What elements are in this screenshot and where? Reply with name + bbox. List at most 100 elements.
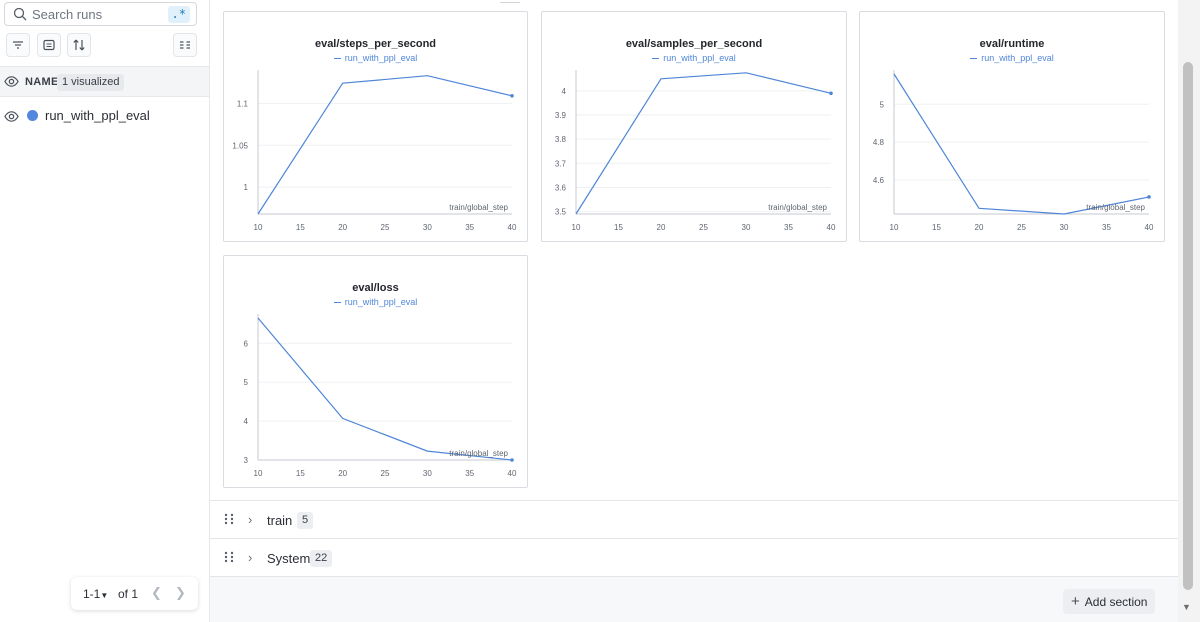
panel-legend: run_with_ppl_eval	[224, 297, 527, 307]
legend-swatch	[333, 57, 341, 60]
panel-title: eval/runtime	[979, 38, 1045, 50]
legend-swatch	[652, 57, 660, 60]
y-tick-label: 4.8	[873, 138, 885, 147]
x-tick-label: 35	[465, 223, 474, 232]
scrollbar[interactable]: ▼	[1178, 0, 1200, 622]
y-tick-label: 1.1	[237, 99, 249, 108]
name-column-label: NAME	[25, 76, 59, 88]
series-endpoint	[829, 91, 833, 96]
page-range-select[interactable]: 1-1▼	[83, 587, 108, 601]
run-color-dot[interactable]	[27, 110, 38, 121]
y-tick-label: 3.6	[555, 183, 567, 192]
panel-title: eval/loss	[352, 282, 399, 294]
filter-button[interactable]	[6, 33, 30, 57]
group-button[interactable]	[37, 33, 61, 57]
x-tick-label: 15	[296, 469, 305, 478]
drag-handle-icon[interactable]	[224, 551, 234, 563]
eye-icon[interactable]	[4, 74, 19, 89]
group-icon	[43, 39, 55, 51]
y-tick-label: 3.9	[555, 111, 567, 120]
section-name: train	[267, 513, 293, 528]
x-tick-label: 30	[742, 223, 751, 232]
y-tick-label: 5	[880, 100, 885, 109]
chevron-right-icon[interactable]: ›	[248, 512, 253, 527]
runs-sidebar: Search runs .* NAME 1 visualized run_wit…	[0, 0, 210, 622]
series-endpoint	[510, 93, 514, 98]
x-tick-label: 20	[657, 223, 666, 232]
section-header-edge	[500, 0, 520, 3]
x-tick-label: 25	[381, 223, 390, 232]
x-tick-label: 30	[423, 223, 432, 232]
y-tick-label: 4	[562, 87, 567, 96]
x-tick-label: 20	[338, 469, 347, 478]
x-tick-label: 25	[381, 469, 390, 478]
series-line	[257, 75, 513, 215]
columns-button[interactable]	[173, 33, 197, 57]
x-tick-label: 35	[465, 469, 474, 478]
chevron-right-icon[interactable]: ›	[248, 550, 253, 565]
y-tick-label: 6	[244, 339, 249, 348]
run-row[interactable]: run_with_ppl_eval	[0, 104, 209, 128]
add-section-label: Add section	[1084, 594, 1148, 609]
chart-panel-steps-per-second[interactable]: eval/steps_per_second run_with_ppl_eval …	[223, 11, 528, 242]
x-tick-label: 40	[827, 223, 836, 232]
y-tick-label: 3.7	[555, 159, 567, 168]
scroll-down-icon[interactable]: ▼	[1182, 602, 1191, 612]
x-tick-label: 35	[784, 223, 793, 232]
sort-button[interactable]	[67, 33, 91, 57]
prev-page-icon[interactable]: ❮	[151, 585, 162, 600]
visualized-badge: 1 visualized	[57, 74, 125, 91]
y-tick-label: 3.8	[555, 135, 567, 144]
y-tick-label: 3.5	[555, 208, 567, 217]
x-tick-label: 20	[975, 223, 984, 232]
legend-label: run_with_ppl_eval	[344, 53, 418, 63]
series-endpoint	[510, 458, 514, 462]
x-tick-label: 10	[254, 223, 263, 232]
x-tick-label: 30	[1060, 223, 1069, 232]
eye-icon[interactable]	[4, 109, 19, 124]
panel-legend: run_with_ppl_eval	[224, 53, 527, 63]
x-axis-label: train/global_step	[449, 449, 508, 458]
regex-toggle[interactable]: .*	[167, 6, 190, 23]
x-tick-label: 10	[572, 223, 581, 232]
search-placeholder: Search runs	[32, 7, 103, 22]
columns-icon	[180, 41, 190, 49]
next-page-icon[interactable]: ❯	[175, 585, 186, 600]
chart-svg: 3 4 5 6 10 15 20 25 30 35 40 train/global_step	[244, 314, 517, 478]
chart-panel-runtime[interactable]: eval/runtime run_with_ppl_eval 4.6 4.8 5 10…	[859, 11, 1165, 242]
run-name[interactable]: run_with_ppl_eval	[45, 108, 150, 123]
y-tick-label: 1	[244, 183, 249, 192]
series-line	[575, 72, 832, 215]
x-axis-label: train/global_step	[449, 203, 508, 212]
x-tick-label: 30	[423, 469, 432, 478]
panel-legend: run_with_ppl_eval	[860, 53, 1164, 63]
legend-label: run_with_ppl_eval	[663, 53, 736, 63]
x-tick-label: 15	[932, 223, 941, 232]
scrollbar-thumb[interactable]	[1183, 62, 1193, 590]
x-tick-label: 25	[1017, 223, 1026, 232]
x-tick-label: 40	[508, 469, 517, 478]
drag-handle-icon[interactable]	[224, 513, 234, 525]
section-count-badge: 22	[310, 550, 333, 567]
caret-down-icon: ▼	[100, 591, 109, 600]
x-axis-label: train/global_step	[1086, 203, 1145, 212]
chart-panel-samples-per-second[interactable]: eval/samples_per_second run_with_ppl_eva…	[541, 11, 847, 242]
add-section-button[interactable]: + Add section	[1063, 589, 1156, 614]
search-icon	[13, 7, 27, 21]
panel-legend: run_with_ppl_eval	[542, 53, 846, 63]
runs-pager: 1-1▼ of 1 ❮ ❯	[71, 577, 198, 610]
series-line	[893, 73, 1150, 215]
chart-panel-loss[interactable]: eval/loss run_with_ppl_eval 3 4 5 6 10 15 20 25…	[223, 255, 528, 488]
y-tick-label: 3	[244, 456, 249, 465]
section-system[interactable]: › System 22	[210, 538, 1178, 576]
x-tick-label: 15	[614, 223, 623, 232]
section-name: System	[267, 551, 311, 566]
series-endpoint	[1147, 195, 1151, 199]
x-tick-label: 40	[1145, 223, 1154, 232]
chart-svg: 3.5 3.6 3.7 3.8 3.9 4 10 15 20 25 30 35 40 train/glob…	[555, 70, 836, 232]
x-axis-label: train/global_step	[768, 203, 827, 212]
section-train[interactable]: › train 5	[210, 500, 1178, 538]
legend-label: run_with_ppl_eval	[981, 53, 1054, 63]
search-runs-input[interactable]: Search runs .*	[4, 2, 197, 26]
page-range-value: 1-1	[83, 587, 101, 601]
